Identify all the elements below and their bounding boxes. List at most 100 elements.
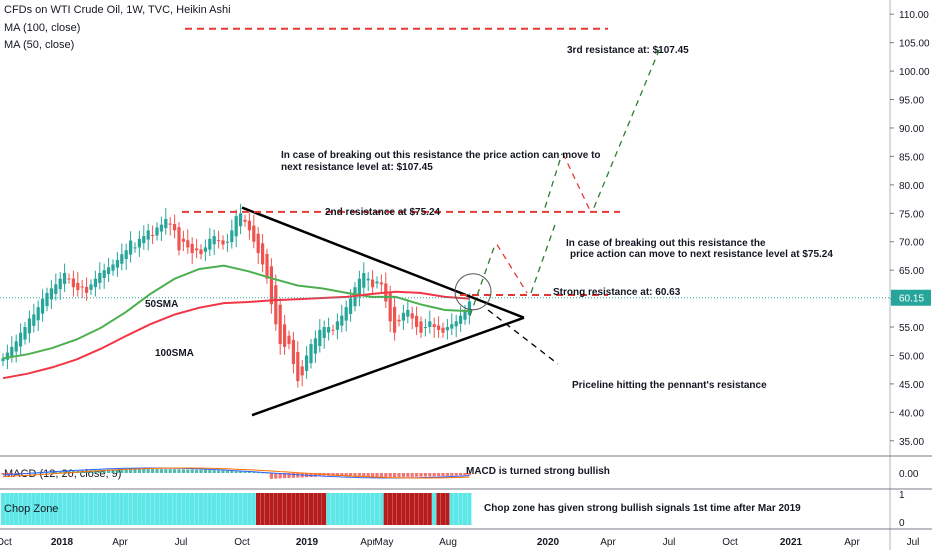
candle-body [10, 346, 14, 357]
macd-bar [379, 473, 383, 477]
macd-bar [49, 472, 53, 473]
chop-bar [317, 493, 322, 525]
price-tick-label: 90.00 [899, 124, 924, 135]
macd-bar [137, 469, 141, 473]
chop-bar [269, 493, 274, 525]
chop-bar [176, 493, 181, 525]
projection-red-2 [562, 153, 591, 211]
chop-bar [159, 493, 164, 525]
candle-body [300, 366, 304, 376]
macd-bar [124, 469, 128, 473]
chop-bar [194, 493, 199, 525]
chop-bar [374, 493, 379, 525]
macd-bar [296, 473, 300, 478]
chop-bar [31, 493, 36, 525]
chop-bar [379, 493, 384, 525]
chop-bar [326, 493, 331, 525]
macd-bar [151, 469, 155, 473]
candle-body [212, 236, 216, 245]
candle-body [261, 243, 265, 265]
candle-body [155, 227, 159, 236]
ma100-line [2, 290, 470, 380]
note-75-line1: In case of breaking out this resistance … [566, 238, 766, 249]
macd-bar [45, 472, 49, 474]
macd-bar [243, 471, 247, 473]
chop-bar [348, 493, 353, 525]
macd-bar [230, 470, 234, 473]
chop-bar [198, 493, 203, 525]
chop-bar [454, 493, 459, 525]
candle-body [63, 273, 67, 284]
macd-bar [331, 473, 335, 476]
candle-body [313, 338, 317, 354]
time-axis-label: Jul [175, 537, 188, 548]
chop-bar [308, 493, 313, 525]
macd-bar [177, 469, 181, 473]
candle-body [401, 312, 405, 321]
candle-body [327, 327, 331, 333]
candle-body [305, 355, 309, 371]
chop-bar [304, 493, 309, 525]
chop-bar [22, 493, 27, 525]
macd-bar [239, 471, 243, 473]
projection-red-1 [496, 244, 528, 294]
chop-bar [401, 493, 406, 525]
chop-bar [256, 493, 261, 525]
chop-bar [93, 493, 98, 525]
chop-bar [212, 493, 217, 525]
candle-body [331, 329, 335, 331]
candle-body [423, 327, 427, 329]
macd-bar [164, 469, 168, 473]
macd-bar [283, 473, 287, 479]
macd-bar [133, 469, 137, 473]
macd-bar [10, 473, 14, 475]
macd-bar [208, 470, 212, 473]
macd-bar [173, 469, 177, 473]
macd-bar [93, 470, 97, 473]
macd-bar [159, 469, 163, 473]
time-axis-label: Apr [360, 537, 376, 548]
candle-body [173, 224, 177, 231]
chop-bar [207, 493, 212, 525]
macd-bar [115, 469, 119, 473]
candle-body [36, 307, 40, 321]
candle-body [221, 240, 225, 245]
candle-body [190, 243, 194, 254]
candle-body [168, 223, 172, 225]
candles-group [1, 203, 471, 388]
time-axis-label: 2018 [51, 537, 74, 548]
candle-body [120, 254, 124, 264]
candle-body [415, 315, 419, 328]
candle-body [243, 219, 247, 222]
chop-bar [247, 493, 252, 525]
candle-body [454, 321, 458, 327]
macd-bar [397, 473, 401, 477]
candle-body [133, 247, 137, 249]
chop-bar [5, 493, 10, 525]
candle-body [142, 236, 146, 244]
price-tick-label: 45.00 [899, 380, 924, 391]
time-axis-label: May [375, 537, 394, 548]
chop-bar [366, 493, 371, 525]
macd-bar [168, 469, 172, 473]
candle-body [177, 227, 181, 251]
chop-bar [458, 493, 463, 525]
chop-bar [335, 493, 340, 525]
candle-body [296, 351, 300, 382]
macd-bar [14, 473, 18, 474]
macd-bar [437, 473, 441, 477]
macd-bar [252, 472, 256, 473]
macd-bar [256, 472, 260, 474]
candle-body [146, 230, 150, 240]
chop-bar [124, 493, 129, 525]
note-107-line2: next resistance level at: $107.45 [281, 162, 433, 173]
chop-tick-bottom: 0 [899, 518, 905, 529]
macd-bar [366, 473, 370, 477]
candle-body [287, 335, 291, 345]
chop-bar [436, 493, 441, 525]
chop-bar [203, 493, 208, 525]
time-axis-label: Jul [907, 537, 920, 548]
macd-bar [454, 473, 458, 476]
ma100-legend: MA (100, close) [4, 22, 81, 34]
